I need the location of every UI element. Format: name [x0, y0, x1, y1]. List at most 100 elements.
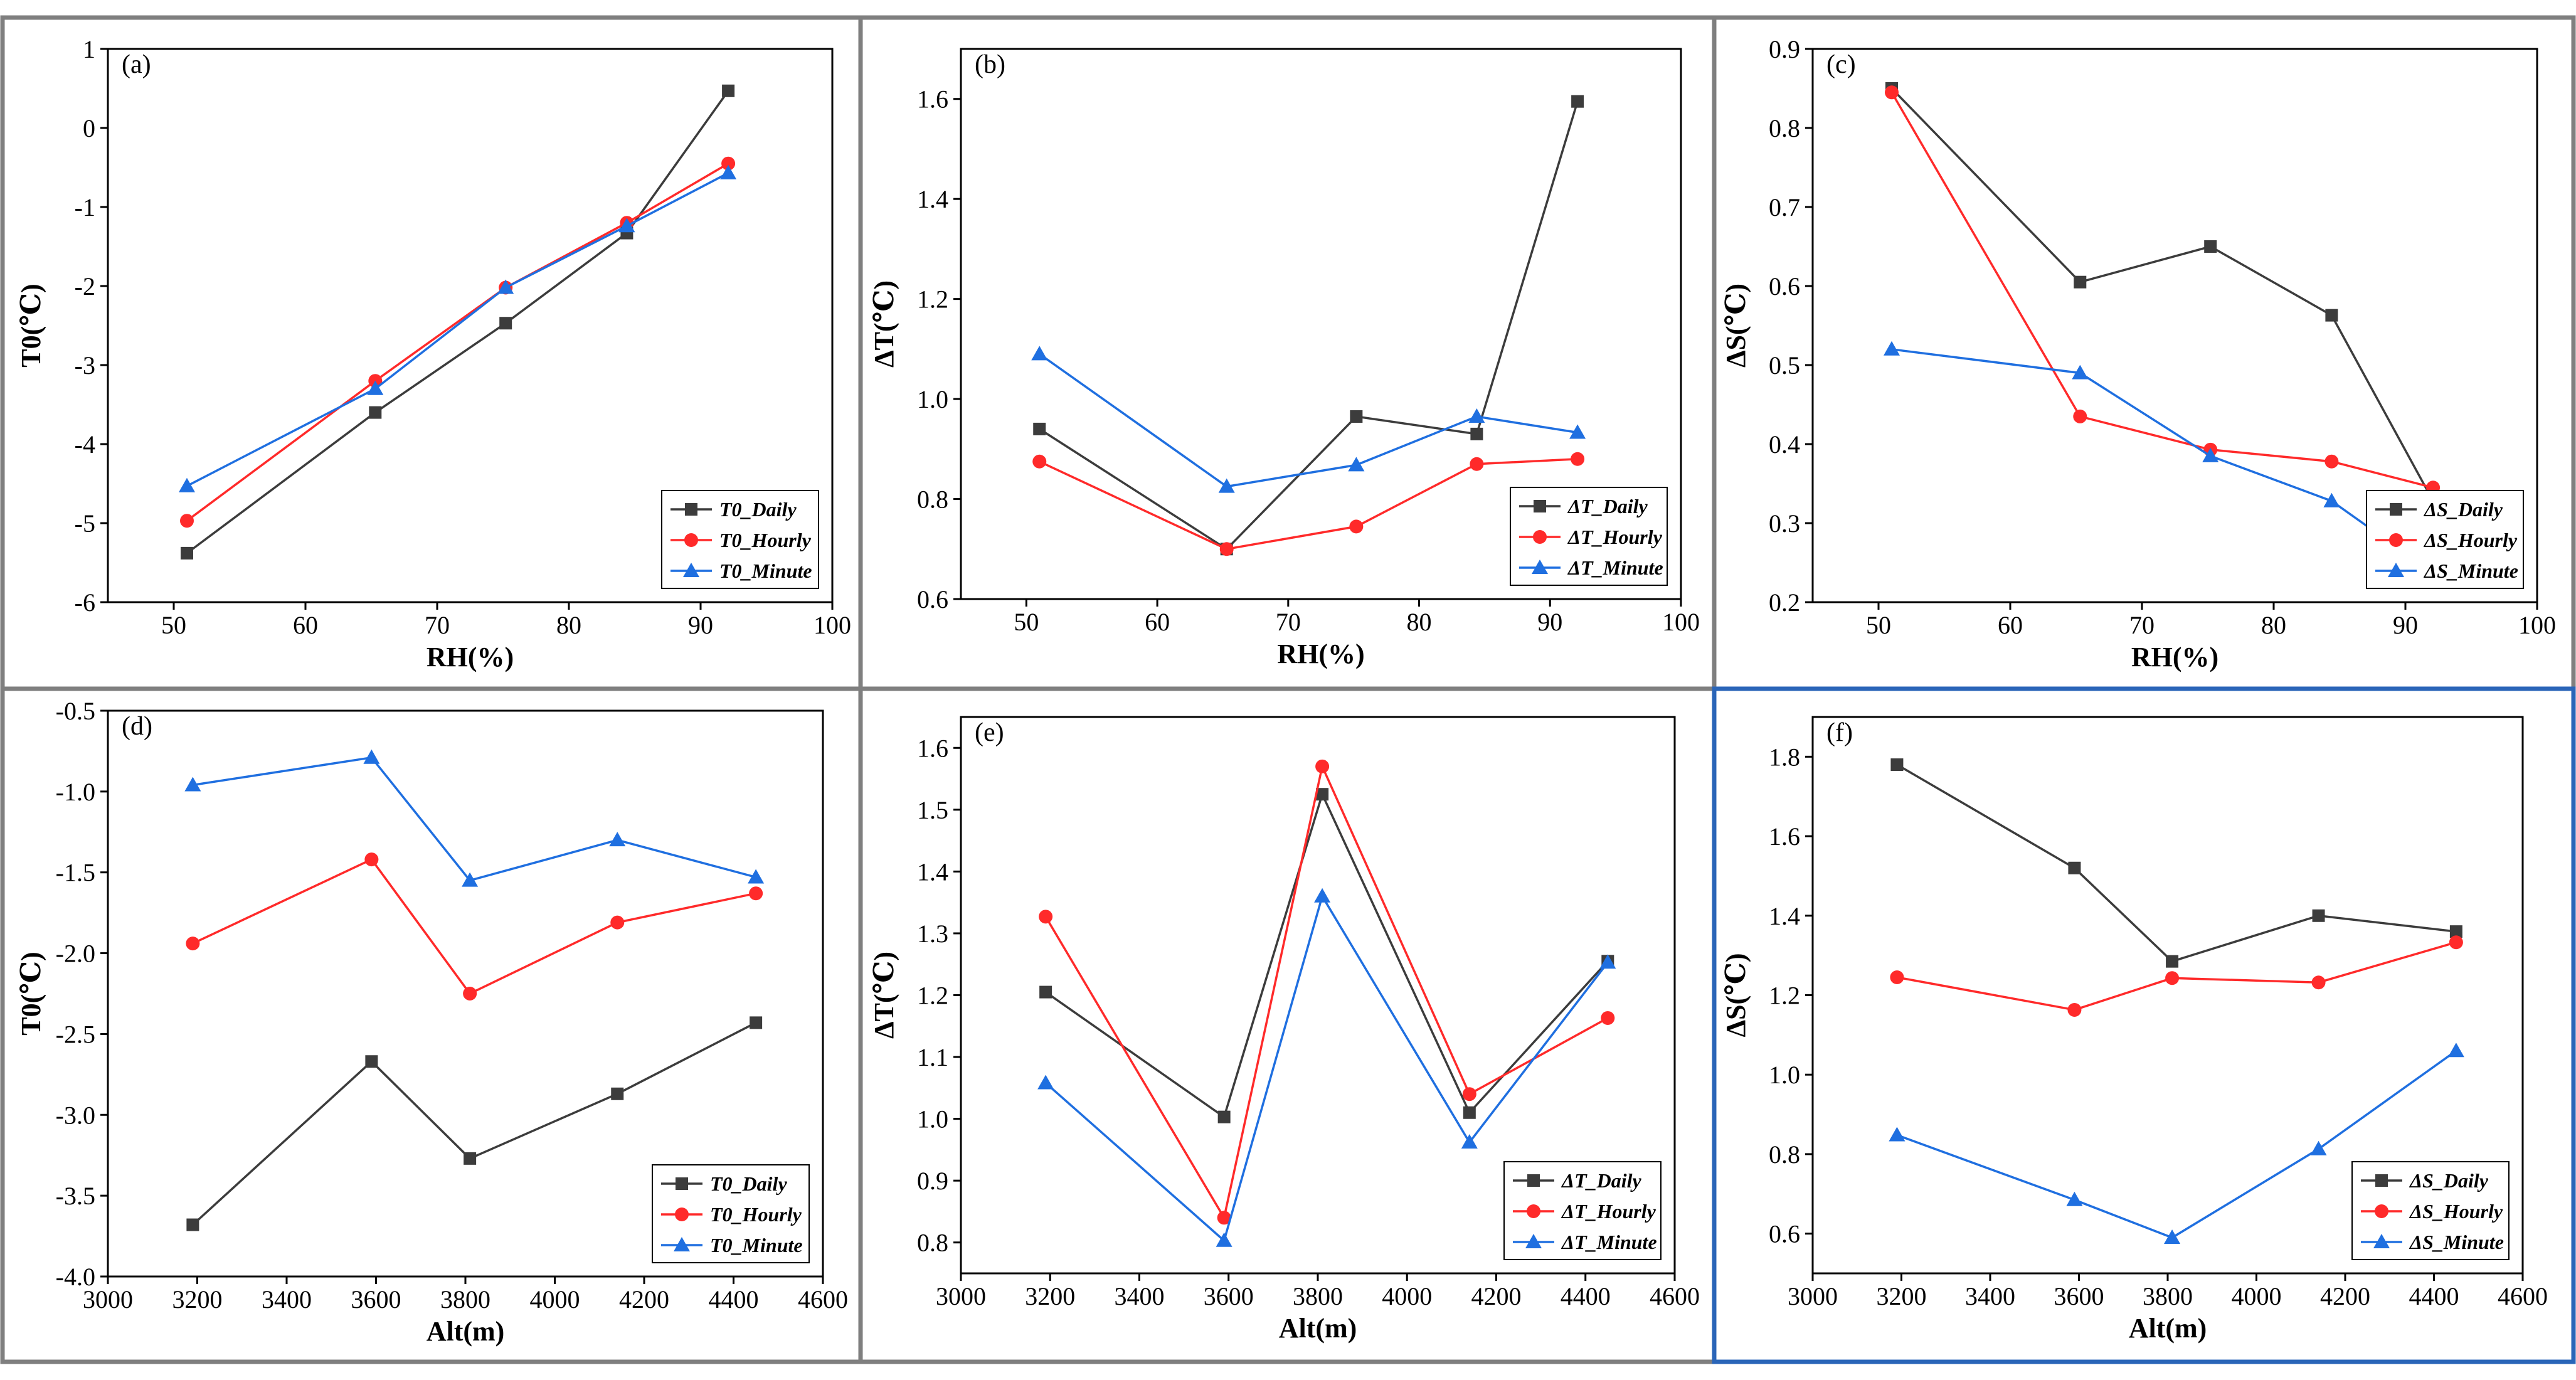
x-tick-label: 3400 [262, 1285, 312, 1314]
y-tick-label: 1.0 [917, 385, 948, 413]
y-tick-label: -0.5 [56, 697, 95, 725]
chart-panel-2: 50 60 70 80 90 100 0.6 0.8 1.0 1.2 1.4 1.6 (b) RH(%) Δ… [869, 48, 1700, 669]
data-point [1315, 759, 1330, 773]
y-tick-label: 1.4 [917, 857, 948, 886]
data-point [186, 937, 200, 951]
data-point [1461, 1134, 1478, 1149]
data-point [1890, 758, 1904, 772]
x-tick-label: 4000 [1382, 1282, 1432, 1310]
data-point [1470, 457, 1484, 471]
series-line-3 [186, 172, 729, 487]
data-point [2166, 955, 2179, 968]
data-point [748, 869, 765, 884]
data-point [180, 514, 194, 528]
legend-entry: ΔT_Daily [1567, 495, 1648, 518]
x-tick-label: 4400 [2409, 1282, 2459, 1310]
y-tick-label: -4 [75, 430, 95, 459]
data-point [2324, 454, 2339, 469]
data-point [1468, 408, 1485, 423]
x-tick-label: 3800 [2143, 1282, 2193, 1310]
y-tick-label: -1.5 [56, 859, 95, 887]
y-tick-label: -1 [75, 193, 95, 221]
data-point [610, 915, 625, 930]
y-tick-label: 0 [83, 114, 95, 142]
data-point [2068, 861, 2081, 874]
x-tick-label: 80 [2261, 611, 2286, 639]
series-line-1 [1890, 87, 2434, 502]
x-tick-label: 3600 [351, 1285, 401, 1314]
legend-swatch-marker [674, 1237, 690, 1251]
x-axis-label: RH(%) [1277, 639, 1364, 669]
data-point [2325, 309, 2338, 322]
legend-swatch-marker [1527, 1174, 1540, 1187]
legend-entry: ΔT_Daily [1561, 1169, 1642, 1192]
x-tick-label: 3200 [1025, 1282, 1075, 1310]
y-tick-label: 1.6 [1769, 822, 1800, 851]
series-line-3 [1891, 348, 2434, 574]
y-tick-label: -1.0 [56, 778, 95, 806]
panel-label: (e) [975, 718, 1004, 747]
data-point [364, 852, 379, 867]
y-tick-label: 0.2 [1769, 588, 1800, 617]
x-axis-label: Alt(m) [427, 1316, 505, 1347]
x-axis-label: RH(%) [2131, 642, 2218, 672]
y-tick-label: 1.5 [917, 796, 948, 824]
data-point [1032, 454, 1047, 469]
x-tick-label: 3000 [936, 1282, 986, 1310]
y-tick-label: 1.8 [1769, 743, 1800, 771]
x-tick-label: 3200 [172, 1285, 223, 1314]
legend-swatch-marker [683, 563, 699, 577]
legend-entry: ΔS_Hourly [2409, 1200, 2503, 1223]
legend-entry: ΔT_Hourly [1567, 526, 1663, 548]
data-point [609, 832, 626, 847]
y-tick-label: 0.8 [917, 486, 948, 514]
legend-entry: ΔT_Minute [1561, 1231, 1657, 1253]
data-point [1217, 1211, 1231, 1225]
data-point [367, 380, 384, 395]
data-point [462, 872, 479, 887]
data-point [2073, 409, 2087, 423]
data-point [2323, 492, 2340, 507]
data-point [1884, 341, 1900, 356]
data-point [1031, 346, 1048, 361]
y-tick-label: 0.6 [917, 585, 948, 613]
y-axis-label: ΔT(℃) [869, 280, 899, 368]
legend-swatch-marker [676, 1177, 688, 1190]
data-point [1470, 427, 1483, 440]
data-point [2310, 1140, 2327, 1155]
x-tick-label: 70 [1276, 608, 1301, 636]
legend-swatch-marker [2375, 1204, 2388, 1218]
x-tick-label: 3600 [2054, 1282, 2104, 1310]
data-point [1599, 954, 1616, 969]
x-tick-label: 50 [1866, 611, 1891, 639]
legend-swatch-marker [2390, 503, 2402, 516]
data-point [750, 1016, 763, 1029]
x-tick-label: 4200 [2320, 1282, 2370, 1310]
panel-label: (c) [1826, 50, 1856, 79]
legend-swatch-marker [685, 503, 697, 516]
panel-frame-highlight [1712, 686, 2576, 1364]
y-tick-label: 0.5 [1769, 351, 1800, 380]
y-tick-label: 0.8 [1769, 114, 1800, 142]
x-tick-label: 60 [1145, 608, 1170, 636]
y-tick-label: -5 [75, 509, 95, 538]
y-tick-label: -2.5 [56, 1020, 95, 1048]
panel-label: (b) [975, 50, 1005, 79]
legend-swatch-marker [684, 533, 698, 547]
legend-entry: ΔT_Minute [1567, 556, 1663, 579]
plot-area-border [1811, 48, 2538, 603]
legend-entry: T0_Hourly [719, 529, 812, 551]
y-tick-label: 1.1 [917, 1043, 948, 1071]
x-tick-label: 90 [1537, 608, 1562, 636]
y-tick-label: 1.2 [917, 285, 948, 314]
x-tick-label: 4600 [1650, 1282, 1700, 1310]
x-tick-label: 100 [1662, 608, 1700, 636]
legend-entry: ΔS_Minute [2409, 1231, 2504, 1253]
data-point [1037, 1075, 1054, 1090]
legend-entry: T0_Daily [719, 498, 797, 521]
x-axis-label: Alt(m) [1279, 1313, 1357, 1344]
y-tick-label: 1.0 [917, 1105, 948, 1133]
legend-swatch-marker [675, 1208, 689, 1221]
y-tick-label: 1 [83, 35, 95, 63]
x-tick-label: 3000 [1788, 1282, 1838, 1310]
